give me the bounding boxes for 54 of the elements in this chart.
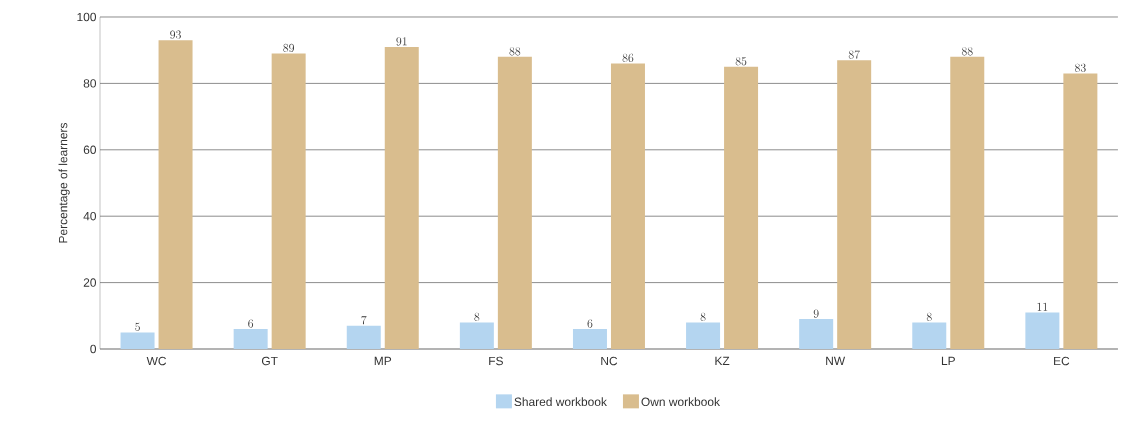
x-tick-label: KZ: [715, 356, 730, 365]
bar: [572, 329, 607, 349]
x-tick-label: WC: [146, 356, 167, 366]
bar: [1025, 312, 1060, 349]
x-tick-label: NC: [601, 356, 618, 366]
y-tick-label: 40: [83, 211, 97, 221]
legend-label: Shared workbook: [514, 397, 607, 407]
data-label: 8: [926, 312, 932, 321]
data-label: 8: [474, 312, 480, 321]
data-label: 88: [961, 47, 973, 56]
data-label: 85: [735, 57, 747, 66]
bar: [233, 329, 268, 349]
data-label: 89: [283, 43, 295, 53]
x-tick-label: FS: [489, 356, 503, 366]
bar: [158, 40, 193, 349]
data-label: 93: [170, 30, 181, 39]
data-label: 8: [700, 312, 706, 321]
bar: [120, 332, 155, 349]
data-label: 6: [248, 319, 254, 328]
x-tick-label: EC: [1054, 356, 1070, 366]
bar: [610, 63, 645, 349]
y-tick-label: 20: [83, 278, 97, 287]
y-tick-label: 0: [90, 344, 97, 354]
data-label: 5: [135, 322, 140, 331]
data-label: 11: [1037, 302, 1048, 311]
bar: [686, 322, 721, 349]
data-label: 88: [509, 47, 521, 56]
bar: [912, 322, 947, 349]
data-label: 91: [396, 37, 407, 46]
data-label: 6: [587, 319, 593, 328]
bar: [799, 319, 834, 349]
x-tick-label: LP: [941, 356, 955, 365]
bar: [837, 60, 872, 349]
y-tick-label: 100: [77, 12, 97, 22]
x-tick-label: GT: [261, 356, 278, 366]
y-axis-title: Percentage of learners: [58, 122, 70, 243]
x-tick-label: MP: [374, 356, 392, 365]
bar: [346, 325, 381, 349]
bar: [497, 56, 532, 349]
bar: [459, 322, 494, 349]
bar: [384, 46, 419, 349]
data-label: 83: [1075, 63, 1086, 72]
bar: [724, 66, 759, 349]
legend-label: Own workbook: [641, 397, 721, 407]
y-tick-label: 80: [83, 79, 97, 88]
bar: [1063, 73, 1098, 349]
x-tick-label: NW: [826, 356, 846, 365]
y-tick-label: 60: [83, 145, 97, 155]
bar: [950, 56, 985, 349]
bar: [271, 53, 306, 349]
data-label: 9: [813, 309, 819, 318]
data-label: 87: [848, 50, 860, 59]
data-label: 86: [622, 53, 634, 63]
data-label: 7: [361, 315, 367, 325]
